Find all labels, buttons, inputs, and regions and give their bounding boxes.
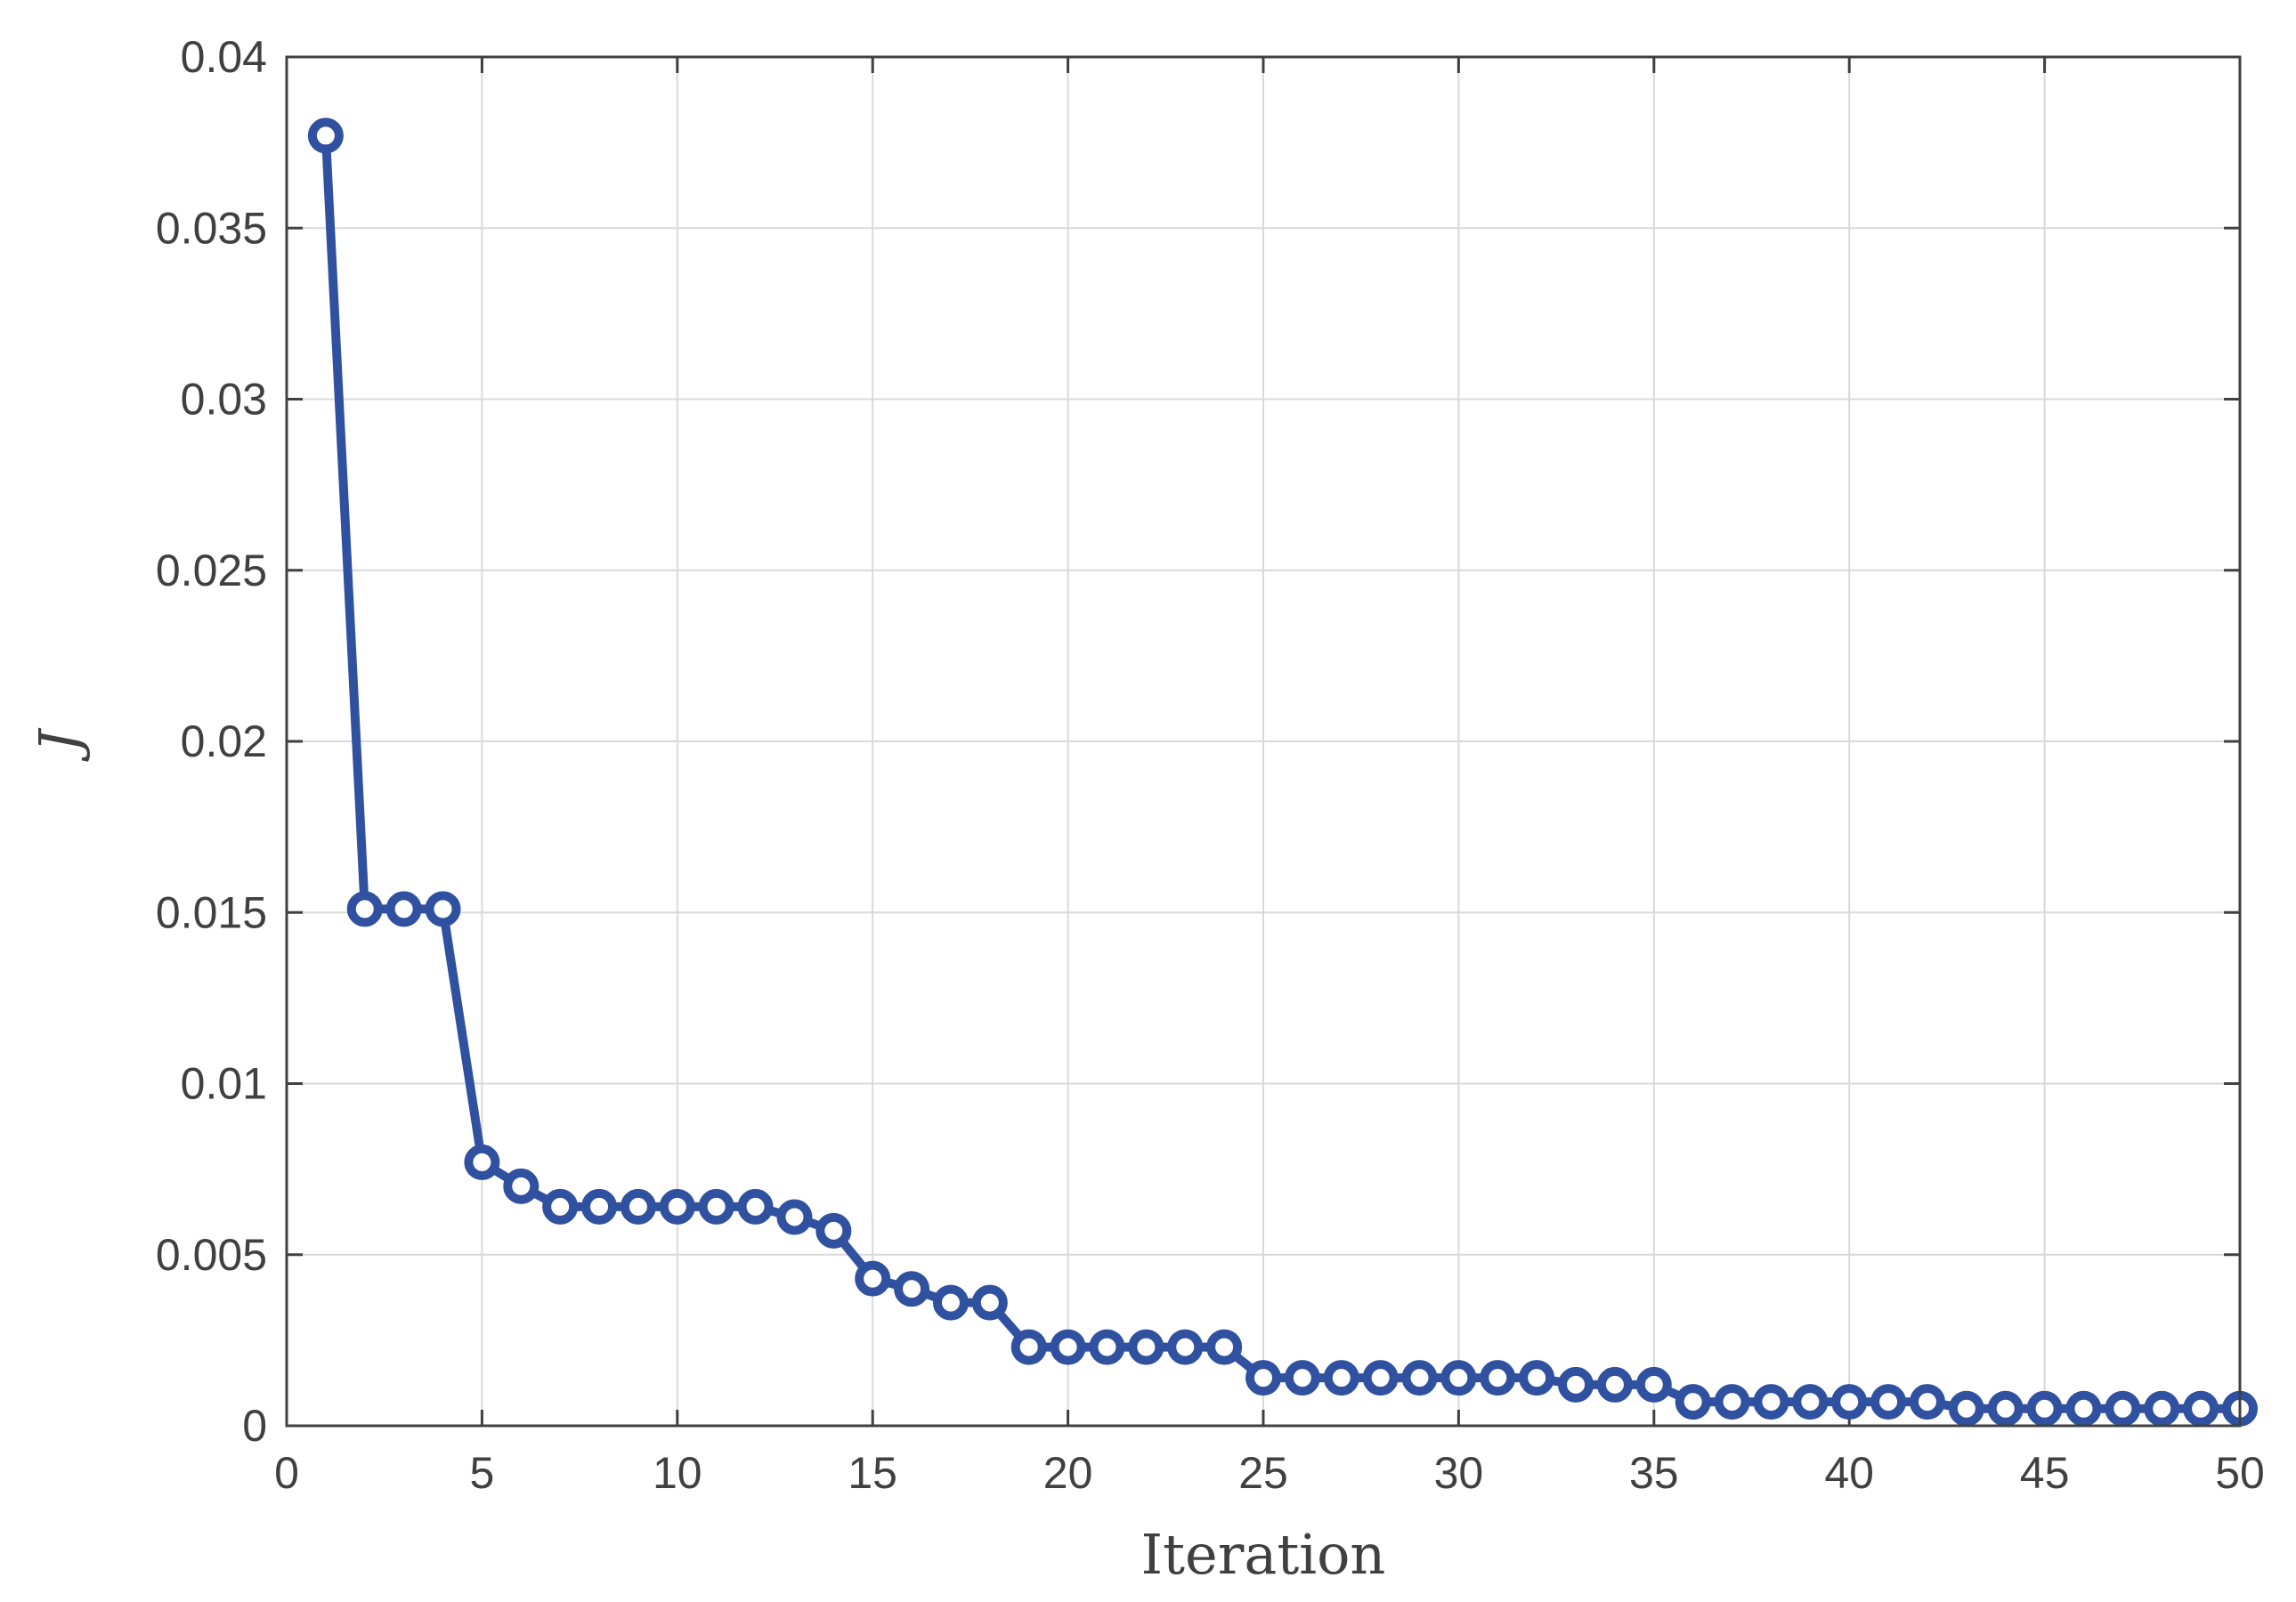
x-tick-label: 0 (274, 1448, 299, 1498)
x-tick-label: 5 (469, 1448, 494, 1498)
data-point (1519, 1360, 1555, 1396)
data-point (1635, 1366, 1672, 1403)
x-tick-label: 50 (2215, 1448, 2265, 1498)
data-point (425, 891, 461, 927)
data-point (2144, 1390, 2180, 1427)
y-tick-label: 0.02 (181, 716, 267, 766)
data-point (737, 1188, 774, 1225)
data-point (1245, 1360, 1281, 1396)
x-tick-label: 40 (1824, 1448, 1874, 1498)
data-point (815, 1212, 852, 1249)
data-point (698, 1188, 734, 1225)
x-tick-label: 45 (2020, 1448, 2070, 1498)
y-tick-label: 0.01 (181, 1059, 267, 1109)
data-point (385, 891, 422, 927)
data-point (1050, 1329, 1086, 1365)
data-point (1167, 1329, 1204, 1365)
data-point (1948, 1390, 1984, 1427)
data-point (503, 1168, 540, 1204)
data-point (855, 1260, 891, 1297)
x-tick-label: 30 (1434, 1448, 1484, 1498)
data-point (1323, 1360, 1359, 1396)
x-tick-label: 35 (1629, 1448, 1679, 1498)
data-point (1558, 1366, 1594, 1403)
data-point (2105, 1390, 2141, 1427)
y-tick-label: 0.005 (156, 1230, 267, 1280)
data-point (659, 1188, 695, 1225)
data-point (620, 1188, 656, 1225)
data-point (581, 1188, 618, 1225)
data-point (2026, 1390, 2063, 1427)
data-point (894, 1271, 930, 1307)
data-point (2065, 1390, 2102, 1427)
plot-area-border (285, 55, 2242, 1428)
data-point (1440, 1360, 1477, 1396)
y-tick-label: 0.03 (181, 375, 267, 425)
data-point (1206, 1329, 1243, 1365)
data-point (1792, 1384, 1829, 1420)
data-point (1870, 1384, 1907, 1420)
x-tick-label: 10 (653, 1448, 702, 1498)
data-point (542, 1188, 579, 1225)
data-point (1401, 1360, 1438, 1396)
x-axis-title: Iteration (1141, 1522, 1386, 1587)
data-point (346, 891, 383, 927)
data-point (1909, 1384, 1945, 1420)
data-point (1089, 1329, 1125, 1365)
x-tick-label: 25 (1238, 1448, 1288, 1498)
data-point (1714, 1384, 1750, 1420)
grid (286, 56, 2241, 1427)
data-point (971, 1284, 1008, 1321)
data-point (1284, 1360, 1320, 1396)
data-point (1753, 1384, 1789, 1420)
data-point (1675, 1384, 1711, 1420)
data-point (1010, 1329, 1047, 1365)
series-layer (307, 117, 2258, 1427)
y-tick-label: 0.04 (181, 32, 267, 82)
y-tick-label: 0.015 (156, 887, 267, 937)
data-point (776, 1199, 813, 1235)
x-tick-label: 20 (1043, 1448, 1093, 1498)
data-point (1596, 1366, 1633, 1403)
data-point (2183, 1390, 2219, 1427)
y-tick-label: 0.025 (156, 546, 267, 595)
data-point (1480, 1360, 1516, 1396)
y-axis-title: J (27, 727, 92, 762)
data-point (464, 1144, 500, 1180)
data-point (1128, 1329, 1164, 1365)
x-tick-label: 15 (848, 1448, 897, 1498)
y-tick-label: 0 (242, 1401, 267, 1451)
y-tick-label: 0.035 (156, 203, 267, 253)
data-point (307, 117, 344, 154)
data-point (932, 1284, 969, 1321)
data-point (1362, 1360, 1399, 1396)
data-point (1831, 1384, 1868, 1420)
data-point (1987, 1390, 2024, 1427)
tick-labels: 0 5 10 15 20 25 30 35 40 45 50 0 0.005 0.01 0.015 0.02 0… (156, 32, 2265, 1498)
